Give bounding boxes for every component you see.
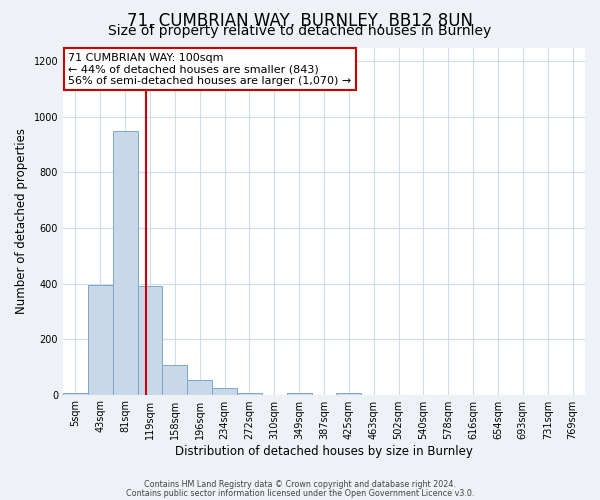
Text: Size of property relative to detached houses in Burnley: Size of property relative to detached ho… [109,24,491,38]
Bar [237,393,262,394]
Text: 71, CUMBRIAN WAY, BURNLEY, BB12 8UN: 71, CUMBRIAN WAY, BURNLEY, BB12 8UN [127,12,473,30]
Bar [337,393,361,394]
Bar [187,380,212,394]
Bar [88,285,113,395]
Text: Contains public sector information licensed under the Open Government Licence v3: Contains public sector information licen… [126,488,474,498]
Y-axis label: Number of detached properties: Number of detached properties [15,128,28,314]
X-axis label: Distribution of detached houses by size in Burnley: Distribution of detached houses by size … [175,444,473,458]
Bar [63,393,88,394]
Bar [113,131,137,394]
Bar [287,393,311,394]
Bar [212,388,237,394]
Bar [137,286,163,395]
Bar [163,364,187,394]
Text: Contains HM Land Registry data © Crown copyright and database right 2024.: Contains HM Land Registry data © Crown c… [144,480,456,489]
Text: 71 CUMBRIAN WAY: 100sqm
← 44% of detached houses are smaller (843)
56% of semi-d: 71 CUMBRIAN WAY: 100sqm ← 44% of detache… [68,52,352,86]
